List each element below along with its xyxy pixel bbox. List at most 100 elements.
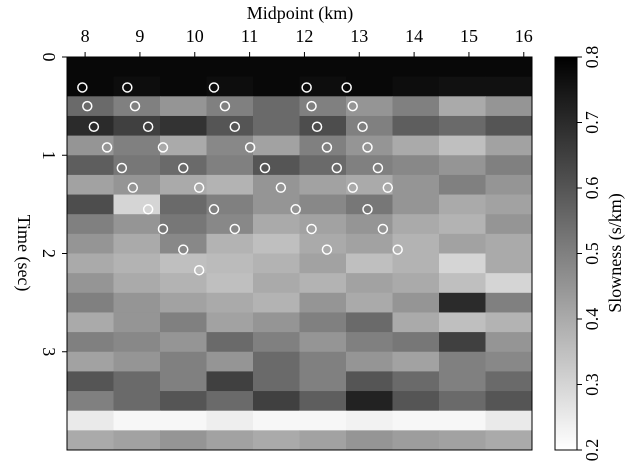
heatmap-cell	[439, 135, 486, 156]
colorbar-tick-label: 0.4	[582, 308, 602, 331]
heatmap-cell	[346, 174, 393, 196]
marker-circle	[321, 244, 333, 255]
heatmap-cell	[346, 96, 393, 117]
heatmap-cell	[253, 76, 300, 97]
marker-circle	[178, 244, 189, 255]
heatmap-cell	[160, 332, 207, 353]
heatmap-cell	[113, 332, 161, 353]
heatmap-cell	[160, 57, 207, 78]
heatmap-cell	[346, 57, 393, 78]
heatmap-cell	[346, 351, 393, 372]
heatmap-cell	[67, 174, 114, 196]
heatmap-cell	[346, 155, 393, 176]
heatmap-cell	[439, 155, 486, 176]
heatmap-cell	[113, 115, 161, 137]
x-tick-label: 8	[81, 26, 90, 46]
heatmap-cell	[392, 96, 440, 117]
heatmap-cell	[67, 253, 114, 274]
heatmap-cell	[392, 371, 440, 392]
heatmap-cell	[113, 233, 161, 254]
heatmap-cell	[485, 214, 533, 235]
heatmap-cell	[206, 371, 254, 392]
heatmap-cell	[160, 96, 207, 117]
heatmap-cell	[346, 135, 393, 156]
heatmap-cell	[346, 115, 393, 137]
y-tick-label: 0	[39, 53, 59, 62]
heatmap-cell	[299, 57, 347, 78]
y-axis-title: Time (sec)	[13, 215, 34, 292]
heatmap-cell	[67, 410, 114, 431]
heatmap-cell	[253, 273, 300, 294]
marker-circle	[392, 244, 403, 255]
heatmap-cell	[439, 174, 486, 196]
heatmap-cell	[392, 253, 440, 274]
heatmap-cell	[160, 430, 207, 451]
heatmap-cell	[160, 292, 207, 313]
colorbar-tick-label: 0.5	[582, 242, 602, 265]
x-tick-label: 11	[241, 26, 258, 46]
heatmap-cell	[113, 253, 161, 274]
heatmap-cell	[299, 410, 347, 431]
heatmap-cell	[485, 391, 533, 412]
marker-circle	[357, 121, 368, 133]
marker-circle	[362, 142, 373, 153]
marker-circle	[101, 142, 113, 153]
heatmap-cell	[485, 312, 533, 333]
y-tick-label: 3	[39, 347, 59, 356]
heatmap-cell	[67, 135, 114, 156]
heatmap-cell	[160, 371, 207, 392]
x-axis-title: Midpoint (km)	[247, 3, 354, 24]
heatmap-cell	[206, 292, 254, 313]
heatmap-cell	[160, 273, 207, 294]
colorbar-tick-label: 0.8	[582, 46, 602, 69]
heatmap-cell	[253, 214, 300, 235]
heatmap-cell	[439, 273, 486, 294]
heatmap-cell	[67, 273, 114, 294]
x-tick-label: 10	[186, 26, 204, 46]
marker-circle	[229, 223, 241, 235]
heatmap-cell	[485, 351, 533, 372]
colorbar-tick-label: 0.2	[582, 439, 602, 462]
marker-circle	[362, 204, 373, 215]
marker-circle	[88, 121, 100, 133]
heatmap-cell	[67, 351, 114, 372]
heatmap-cell	[485, 76, 533, 97]
heatmap-cell	[206, 391, 254, 412]
heatmap-cell	[392, 233, 440, 254]
heatmap-cell	[299, 214, 347, 235]
marker-circle	[142, 204, 154, 215]
heatmap-cell	[160, 410, 207, 431]
marker-circle	[321, 142, 333, 153]
heatmap-cell	[67, 76, 114, 97]
heatmap-cell	[113, 391, 161, 412]
heatmap	[67, 57, 533, 451]
heatmap-cell	[206, 430, 254, 451]
heatmap-cell	[299, 312, 347, 333]
heatmap-cell	[113, 273, 161, 294]
x-tick-label: 16	[515, 26, 533, 46]
marker-circle	[116, 162, 128, 174]
heatmap-cell	[67, 430, 114, 451]
heatmap-cell	[67, 312, 114, 333]
heatmap-cell	[346, 76, 393, 97]
heatmap-cell	[439, 253, 486, 274]
heatmap-cell	[67, 391, 114, 412]
heatmap-cell	[113, 57, 161, 78]
heatmap-cell	[299, 273, 347, 294]
heatmap-cell	[439, 430, 486, 451]
heatmap-cell	[439, 351, 486, 372]
heatmap-cell	[206, 233, 254, 254]
marker-circle	[372, 162, 384, 174]
heatmap-cell	[299, 194, 347, 215]
heatmap-cell	[346, 410, 393, 431]
heatmap-cell	[253, 96, 300, 117]
marker-circle	[331, 162, 343, 174]
heatmap-cell	[485, 135, 533, 156]
heatmap-cell	[206, 135, 254, 156]
heatmap-cell	[439, 312, 486, 333]
heatmap-cell	[253, 57, 300, 78]
marker-circle	[193, 264, 205, 276]
marker-circle	[157, 223, 169, 235]
marker-circle	[142, 121, 154, 133]
